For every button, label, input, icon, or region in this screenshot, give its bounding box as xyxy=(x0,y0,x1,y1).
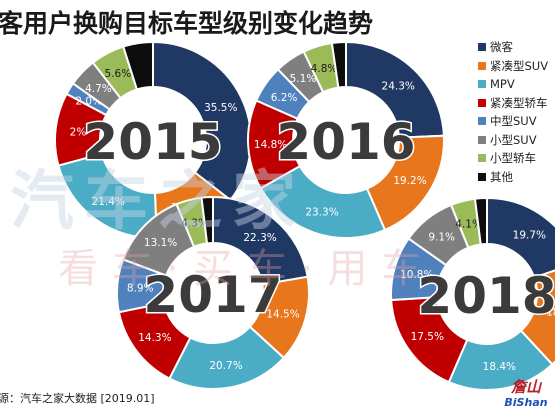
legend-item-1: 微客 xyxy=(478,38,548,57)
donut-2018-label-3: 18.4% xyxy=(483,361,516,373)
donut-2017-label-2: 14.5% xyxy=(266,309,299,321)
donut-2017-label-6: 13.1% xyxy=(144,237,177,249)
donut-2017-label-1: 22.3% xyxy=(243,232,276,244)
donut-2016-label-6: 5.1% xyxy=(290,73,317,85)
donut-2015-label-6: 4.7% xyxy=(85,83,112,95)
donut-2016-label-2: 19.2% xyxy=(393,175,426,187)
donut-2018-label-6: 9.1% xyxy=(428,232,455,244)
legend-label: 小型SUV xyxy=(490,132,537,147)
watermark: 汽车之家 xyxy=(10,165,306,239)
donut-2018-label-7: 4.1% xyxy=(455,218,482,230)
legend-label: 微客 xyxy=(490,40,513,54)
donut-2015-label-7: 5.6% xyxy=(105,68,132,80)
legend-item-8: 其他 xyxy=(478,168,548,187)
donut-2015-segment-1 xyxy=(152,40,252,202)
legend-swatch xyxy=(478,117,486,125)
legend-swatch xyxy=(478,98,486,107)
legend-item-7: 小型轿车 xyxy=(478,149,548,168)
year-label-2016: 2016 xyxy=(276,113,415,171)
logo-english: BiShan xyxy=(504,396,548,409)
donut-2018-segment-8 xyxy=(473,196,488,246)
donut-2017-label-3: 20.7% xyxy=(209,360,242,372)
watermark-subtitle: 看车·买车·用车 xyxy=(58,246,436,292)
legend-swatch xyxy=(478,61,486,70)
chart-title: 客用户换购目标车型级别变化趋势 xyxy=(0,9,374,38)
donut-2018-label-5: 10.8% xyxy=(400,269,433,281)
donut-2018-label-2: 18.4 xyxy=(546,307,555,319)
legend-item-3: MPV xyxy=(478,75,548,94)
donut-2016-label-7: 4.8% xyxy=(311,63,338,75)
legend-swatch xyxy=(478,154,486,162)
legend-swatch xyxy=(478,135,486,144)
donut-2016-segment-3 xyxy=(259,164,387,239)
legend-swatch xyxy=(478,172,486,181)
donut-2015-label-1: 35.5% xyxy=(204,102,237,114)
donut-2018: 19.7% 18.4 18.4% 17.5% 10.8% 9.1%4.1% 2018 xyxy=(390,196,555,391)
legend-label: 中型SUV xyxy=(490,114,537,128)
data-source: 源：汽车之家大数据 [2019.01] xyxy=(0,392,155,405)
legend-item-6: 小型SUV xyxy=(478,131,548,150)
donut-2017-segment-8 xyxy=(200,195,214,245)
logo-chinese: 詹山 xyxy=(510,378,541,396)
legend-label: 小型轿车 xyxy=(490,151,536,165)
donut-2016: 24.3% 19.2% 23.3% 14.8% 6.2% 5.1%4.8% 2016 xyxy=(247,40,445,239)
donut-2015-segment-8 xyxy=(122,40,154,91)
legend-swatch xyxy=(478,43,486,51)
donut-2017-label-5: 8.9% xyxy=(127,282,154,294)
legend-label: MPV xyxy=(490,77,515,91)
legend-swatch xyxy=(478,80,486,88)
donut-2016-segment-1 xyxy=(345,40,445,139)
legend-label: 紧凑型SUV xyxy=(490,58,549,73)
year-label-2017: 2017 xyxy=(143,266,282,324)
donut-2018-label-1: 19.7% xyxy=(513,230,546,242)
donut-2016-label-5: 6.2% xyxy=(271,92,298,104)
donut-2017-segment-1 xyxy=(212,195,309,286)
donut-2015-label-4: 2% xyxy=(70,126,87,138)
chart-legend: 微客紧凑型SUV MPV 紧凑型轿车中型SUV 小型SUV 小型轿车其他 xyxy=(478,38,548,186)
donut-2017: 22.3% 14.5% 20.7% 14.3% 8.9% 13.1% 4.3% 2017 xyxy=(116,195,310,390)
legend-item-2: 紧凑型SUV xyxy=(478,57,548,76)
donut-2016-label-3: 23.3% xyxy=(305,207,338,219)
donut-2017-label-4: 14.3% xyxy=(138,332,171,344)
donut-2016-segment-8 xyxy=(330,40,347,89)
legend-item-5: 中型SUV xyxy=(478,112,548,131)
year-label-2015: 2015 xyxy=(83,113,222,171)
donut-2018-label-4: 17.5% xyxy=(411,331,444,343)
donut-2017-label-7: 4.3% xyxy=(181,217,208,229)
legend-label: 紧凑型轿车 xyxy=(490,95,548,110)
donut-2015: 35.5%13.9%21.4%2%2.0%4.7%5.6%2015 xyxy=(54,40,252,239)
publisher-logo: 詹山 BiShan xyxy=(496,378,555,416)
legend-item-4: 紧凑型轿车 xyxy=(478,94,548,113)
legend-label: 其他 xyxy=(490,169,513,184)
donut-2018-segment-1 xyxy=(486,196,555,279)
year-label-2018: 2018 xyxy=(417,267,555,325)
donut-2016-label-1: 24.3% xyxy=(382,80,415,92)
donut-2015-label-3: 21.4% xyxy=(92,196,125,208)
donut-2016-label-4: 14.8% xyxy=(254,139,287,151)
